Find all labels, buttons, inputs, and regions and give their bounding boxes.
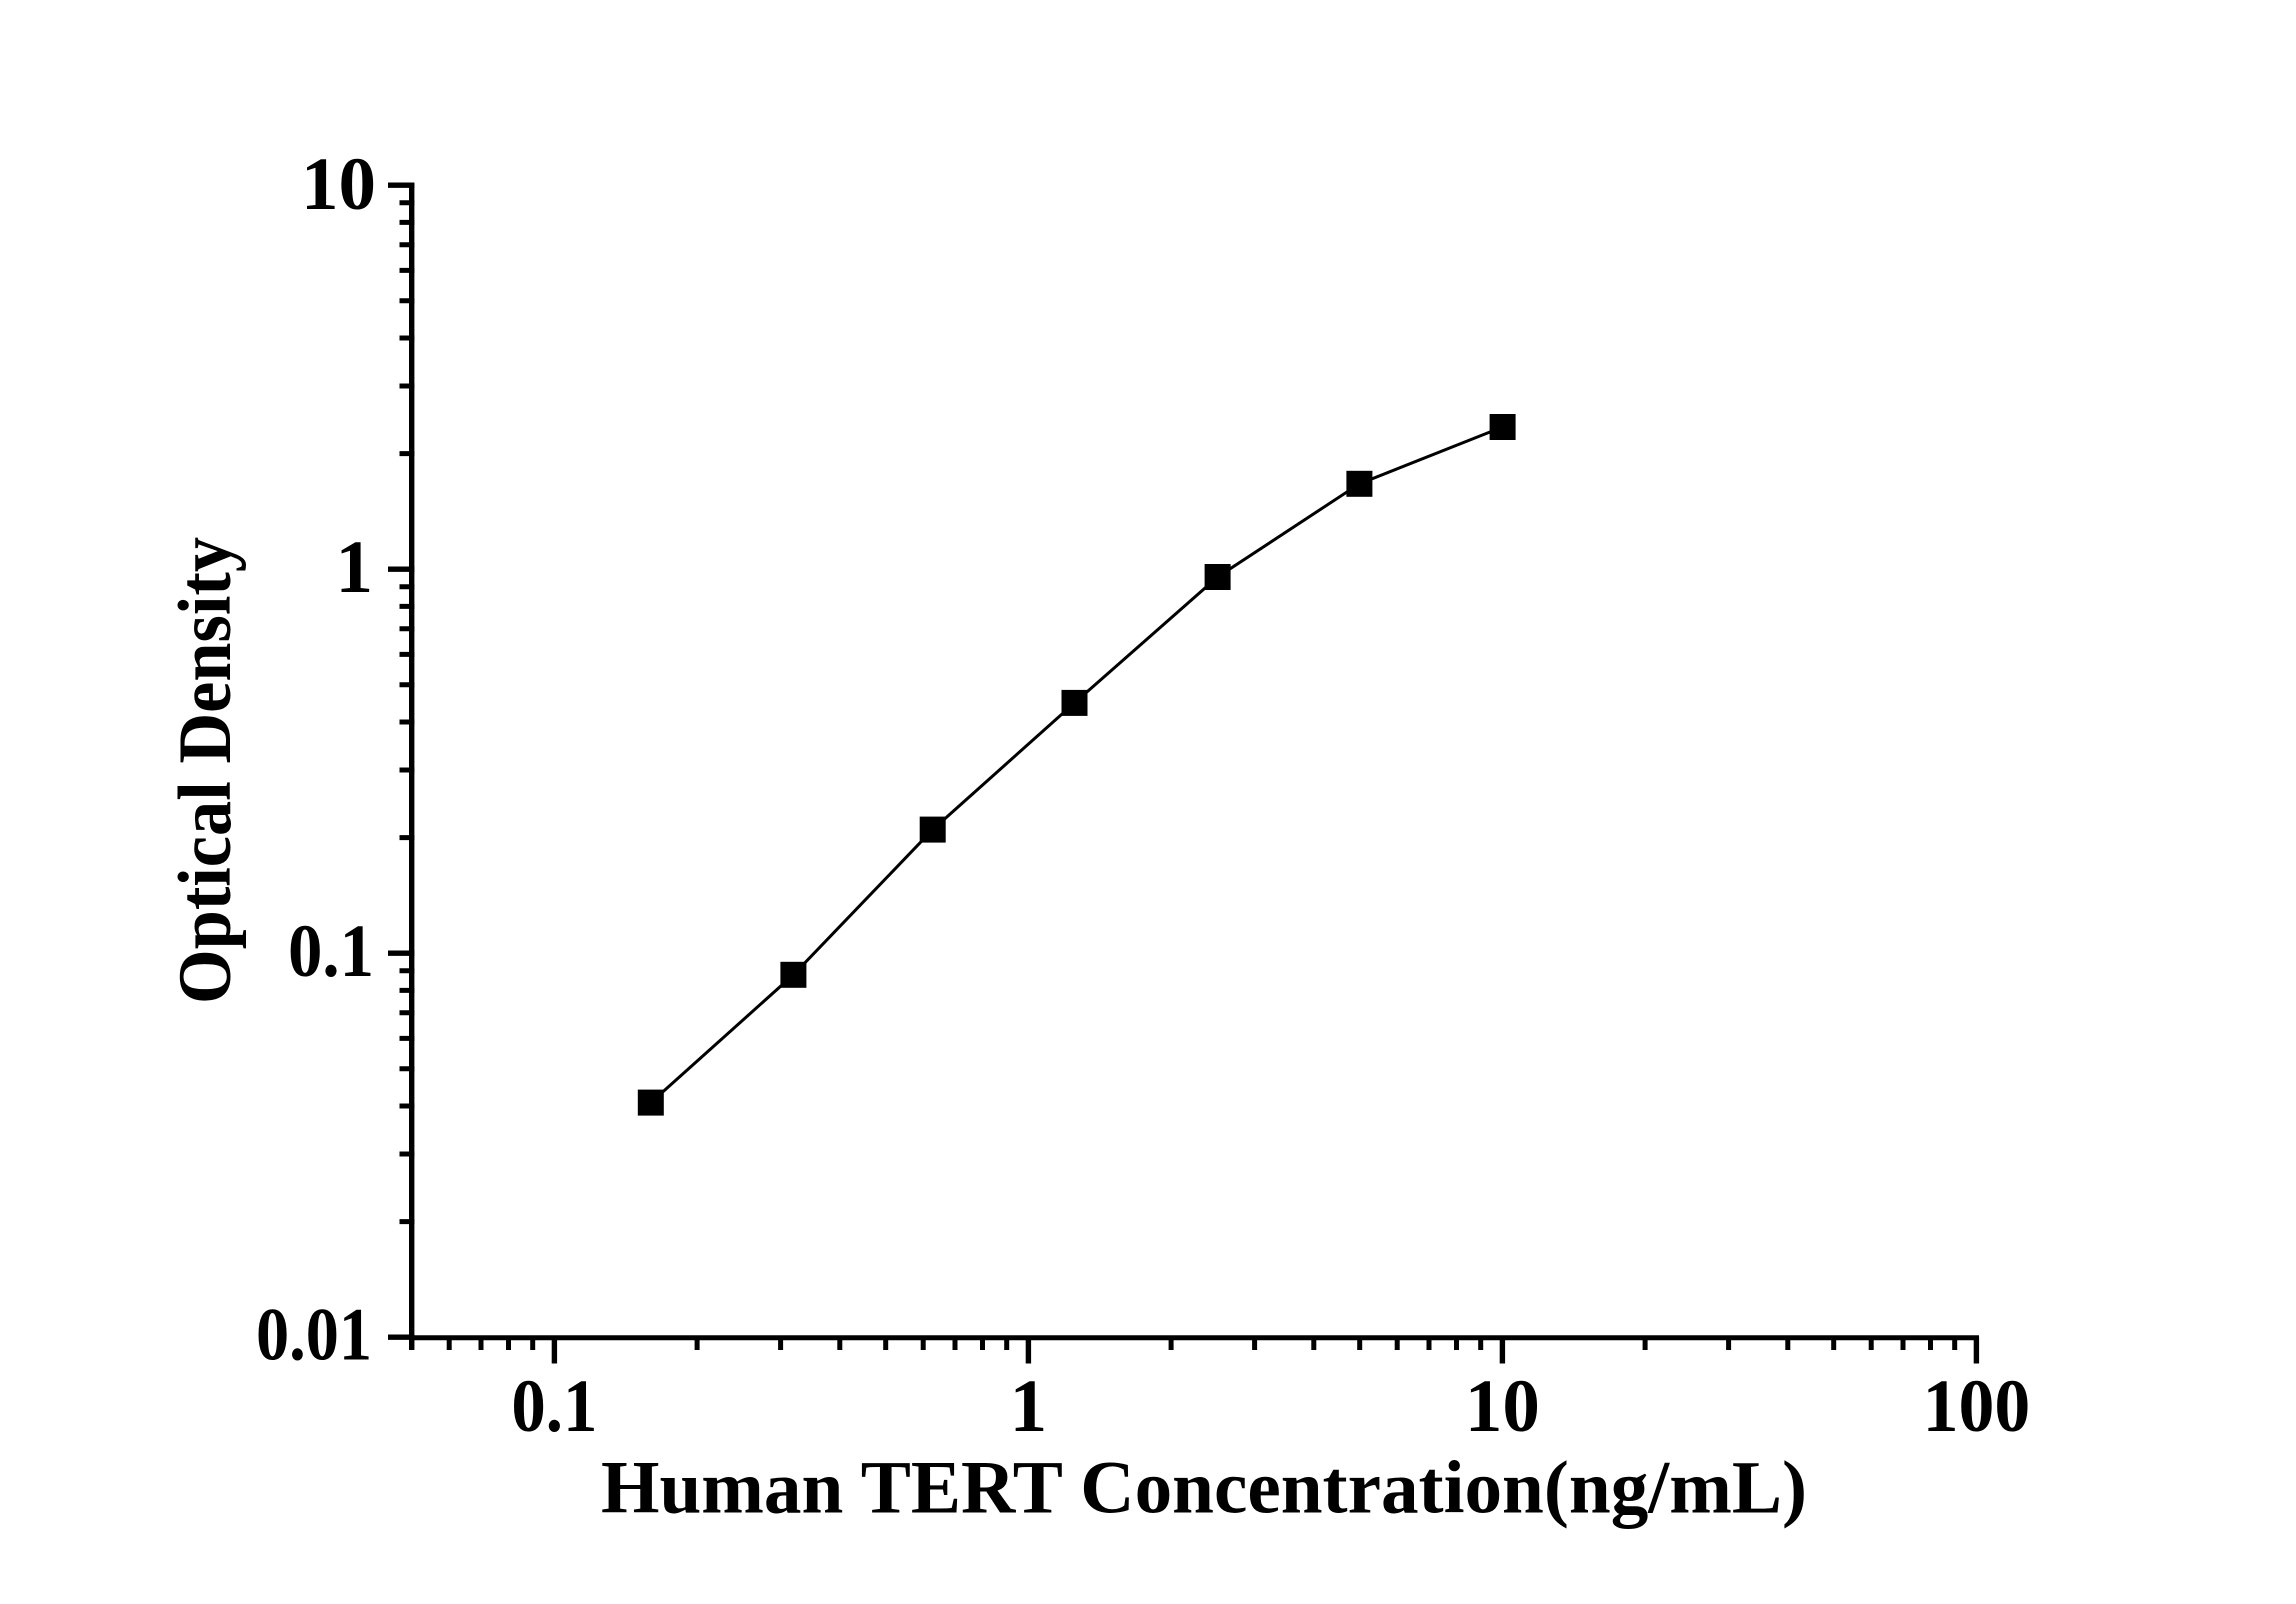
svg-text:Human TERT Concentration(ng/mL: Human TERT Concentration(ng/mL) [601,1447,1807,1530]
svg-text:0.1: 0.1 [288,910,374,993]
svg-text:100: 100 [1923,1365,2031,1448]
svg-text:1: 1 [1010,1365,1048,1448]
svg-text:10: 10 [1465,1365,1540,1448]
svg-text:10: 10 [301,143,376,226]
svg-text:0.01: 0.01 [256,1294,372,1377]
svg-text:0.1: 0.1 [511,1365,597,1448]
svg-text:Optical Density: Optical Density [164,537,247,1004]
svg-text:1: 1 [336,526,374,609]
